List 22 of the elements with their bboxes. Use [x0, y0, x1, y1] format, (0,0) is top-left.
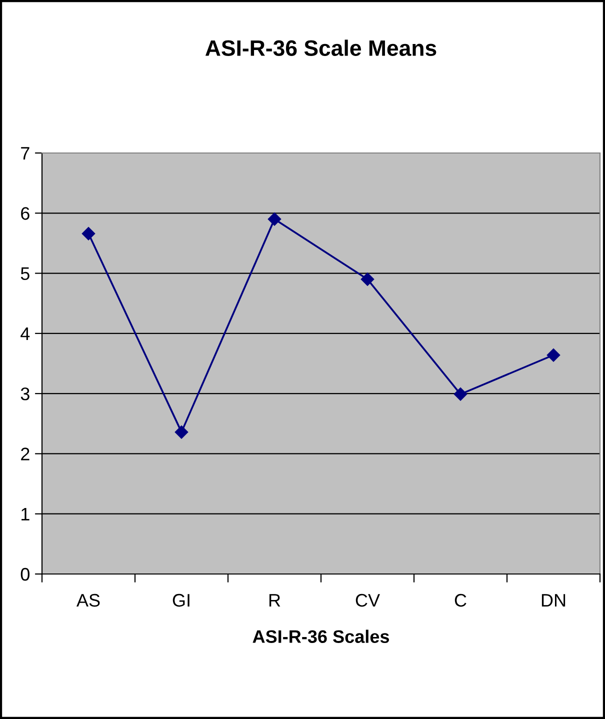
y-tick-label: 0	[20, 568, 30, 581]
x-tick-label: R	[269, 594, 280, 607]
y-tick-label: 6	[21, 207, 30, 220]
point	[454, 388, 468, 401]
y-tick-label: 5	[20, 267, 30, 280]
y-tick-label: 1	[22, 508, 30, 520]
point	[174, 425, 188, 439]
point	[360, 272, 374, 286]
point	[82, 227, 96, 240]
point	[268, 212, 282, 226]
x-tick-label: C	[454, 594, 466, 607]
x-tick-label: CV	[356, 594, 380, 607]
x-tick-label: GI	[172, 594, 190, 607]
chart-title: ASI-R-36 Scale Means	[205, 40, 436, 56]
x-tick-label: DN	[542, 594, 566, 607]
point	[546, 348, 560, 362]
y-tick-label: 7	[21, 147, 30, 160]
y-tick-label: 3	[20, 388, 30, 400]
x-tick-label: AS	[76, 594, 100, 607]
x-axis-title: ASI-R-36 Scales	[252, 630, 390, 644]
y-tick-label: 4	[20, 328, 30, 340]
y-tick-label: 2	[21, 448, 30, 460]
